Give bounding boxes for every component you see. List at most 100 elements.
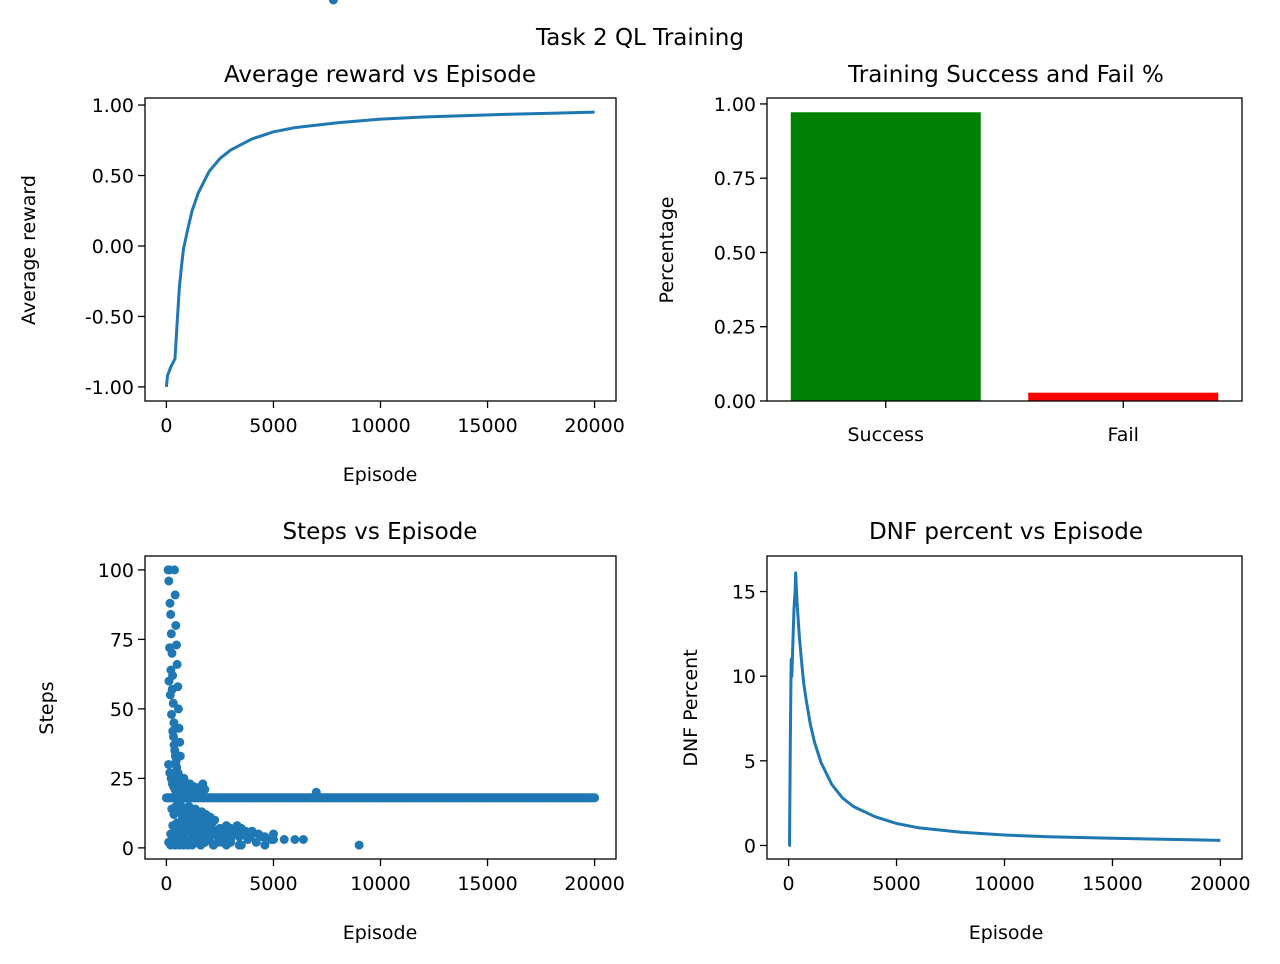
success-fail-ytick-label: 0.00 — [714, 391, 756, 413]
steps-point — [166, 609, 176, 619]
dnf-xlabel: Episode — [969, 922, 1044, 944]
steps-panel: Steps vs Episode Episode Steps 0 5000 1000… — [36, 0, 625, 944]
dnf-ytick-label: 10 — [732, 666, 756, 688]
steps-point — [171, 757, 181, 767]
dnf-xtick-label: 5000 — [872, 873, 920, 895]
average-reward-xlabel: Episode — [343, 464, 418, 486]
dnf-xtick-label: 10000 — [974, 873, 1034, 895]
average-reward-series-line — [164, 110, 595, 388]
average-reward-xtick-label: 5000 — [249, 415, 297, 437]
success-fail-ylabel: Percentage — [656, 197, 678, 304]
success-fail-xtick-label: Fail — [1108, 424, 1139, 446]
steps-point — [236, 840, 246, 850]
steps-point — [165, 598, 175, 608]
steps-point — [170, 565, 179, 575]
steps-point — [179, 773, 189, 783]
figure-suptitle: Task 2 QL Training — [535, 25, 744, 51]
steps-point — [226, 835, 236, 844]
steps-ytick-label: 100 — [98, 560, 134, 582]
steps-point — [258, 832, 268, 842]
success-fail-title: Training Success and Fail % — [847, 62, 1164, 88]
steps-point — [172, 659, 182, 669]
steps-xlabel: Episode — [343, 922, 418, 944]
success-fail-ytick-label: 0.50 — [714, 242, 756, 264]
steps-point — [169, 732, 178, 742]
dnf-xtick-label: 20000 — [1190, 873, 1250, 895]
steps-point — [200, 837, 210, 847]
steps-point — [167, 684, 177, 694]
steps-point — [269, 835, 278, 844]
average-reward-axes-frame — [144, 97, 617, 402]
steps-point — [354, 840, 364, 850]
steps-xtick-label: 20000 — [564, 873, 624, 895]
steps-points — [161, 0, 600, 850]
steps-point — [171, 621, 181, 630]
steps-point — [170, 746, 180, 756]
steps-ytick-label: 25 — [110, 768, 134, 790]
steps-ytick-label: 50 — [110, 699, 134, 721]
dnf-ytick-label: 15 — [732, 582, 756, 604]
steps-point — [328, 0, 338, 5]
steps-point — [311, 787, 321, 797]
steps-point — [251, 837, 261, 847]
steps-point — [172, 640, 181, 650]
success-fail-xtick-label: Success — [848, 424, 924, 446]
steps-xtick-label: 5000 — [249, 873, 297, 895]
success-fail-panel: Training Success and Fail % Percentage S… — [656, 62, 1243, 446]
average-reward-ytick-label: -1.00 — [85, 377, 134, 399]
steps-point — [247, 829, 257, 839]
steps-point — [290, 835, 300, 844]
success-fail-ytick-label: 0.25 — [714, 317, 756, 339]
steps-point — [165, 643, 175, 653]
steps-point — [298, 835, 308, 844]
average-reward-ytick-label: 0.00 — [92, 236, 134, 258]
steps-point — [164, 576, 174, 586]
steps-point — [164, 676, 174, 686]
success-fail-ytick-label: 1.00 — [714, 94, 756, 116]
dnf-ytick-label: 5 — [744, 751, 756, 773]
average-reward-panel: Average reward vs Episode Episode Averag… — [18, 62, 625, 486]
success-fail-bar-success — [790, 112, 981, 402]
steps-ytick-label: 75 — [110, 629, 134, 651]
dnf-xtick-label: 0 — [783, 873, 795, 895]
steps-point — [260, 840, 270, 850]
steps-point — [210, 815, 220, 825]
steps-xtick-label: 10000 — [350, 873, 410, 895]
average-reward-xtick-label: 10000 — [350, 415, 410, 437]
steps-point — [166, 665, 176, 675]
steps-point — [164, 760, 174, 769]
average-reward-xtick-label: 15000 — [457, 415, 517, 437]
dnf-title: DNF percent vs Episode — [869, 519, 1143, 545]
steps-point — [279, 835, 289, 844]
dnf-ylabel: DNF Percent — [680, 649, 702, 766]
steps-point — [170, 590, 180, 600]
steps-point — [217, 837, 227, 847]
average-reward-title: Average reward vs Episode — [224, 62, 536, 88]
dnf-axes-frame — [766, 555, 1243, 860]
dnf-xtick-label: 15000 — [1082, 873, 1142, 895]
steps-point — [173, 704, 183, 714]
steps-xtick-label: 15000 — [457, 873, 517, 895]
dnf-ytick-label: 0 — [744, 835, 756, 857]
average-reward-ytick-label: 0.50 — [92, 166, 134, 188]
average-reward-xtick-label: 20000 — [564, 415, 624, 437]
average-reward-ytick-label: -0.50 — [85, 306, 134, 328]
average-reward-ytick-label: 1.00 — [92, 95, 134, 117]
steps-point — [209, 840, 218, 850]
steps-axes-frame — [144, 555, 617, 860]
steps-xtick-label: 0 — [160, 873, 172, 895]
dnf-panel: DNF percent vs Episode Episode DNF Perce… — [680, 519, 1251, 944]
steps-title: Steps vs Episode — [283, 519, 478, 545]
steps-point — [167, 709, 176, 719]
success-fail-ytick-label: 0.75 — [714, 168, 756, 190]
steps-ylabel: Steps — [36, 681, 58, 734]
steps-ytick-label: 0 — [122, 838, 134, 860]
average-reward-xtick-label: 0 — [160, 415, 172, 437]
steps-point — [590, 793, 600, 803]
dnf-series-line — [788, 571, 1221, 847]
steps-point — [200, 785, 210, 794]
success-fail-bar-fail — [1028, 392, 1219, 401]
steps-point — [166, 629, 176, 639]
success-fail-axes-frame — [766, 97, 1243, 402]
